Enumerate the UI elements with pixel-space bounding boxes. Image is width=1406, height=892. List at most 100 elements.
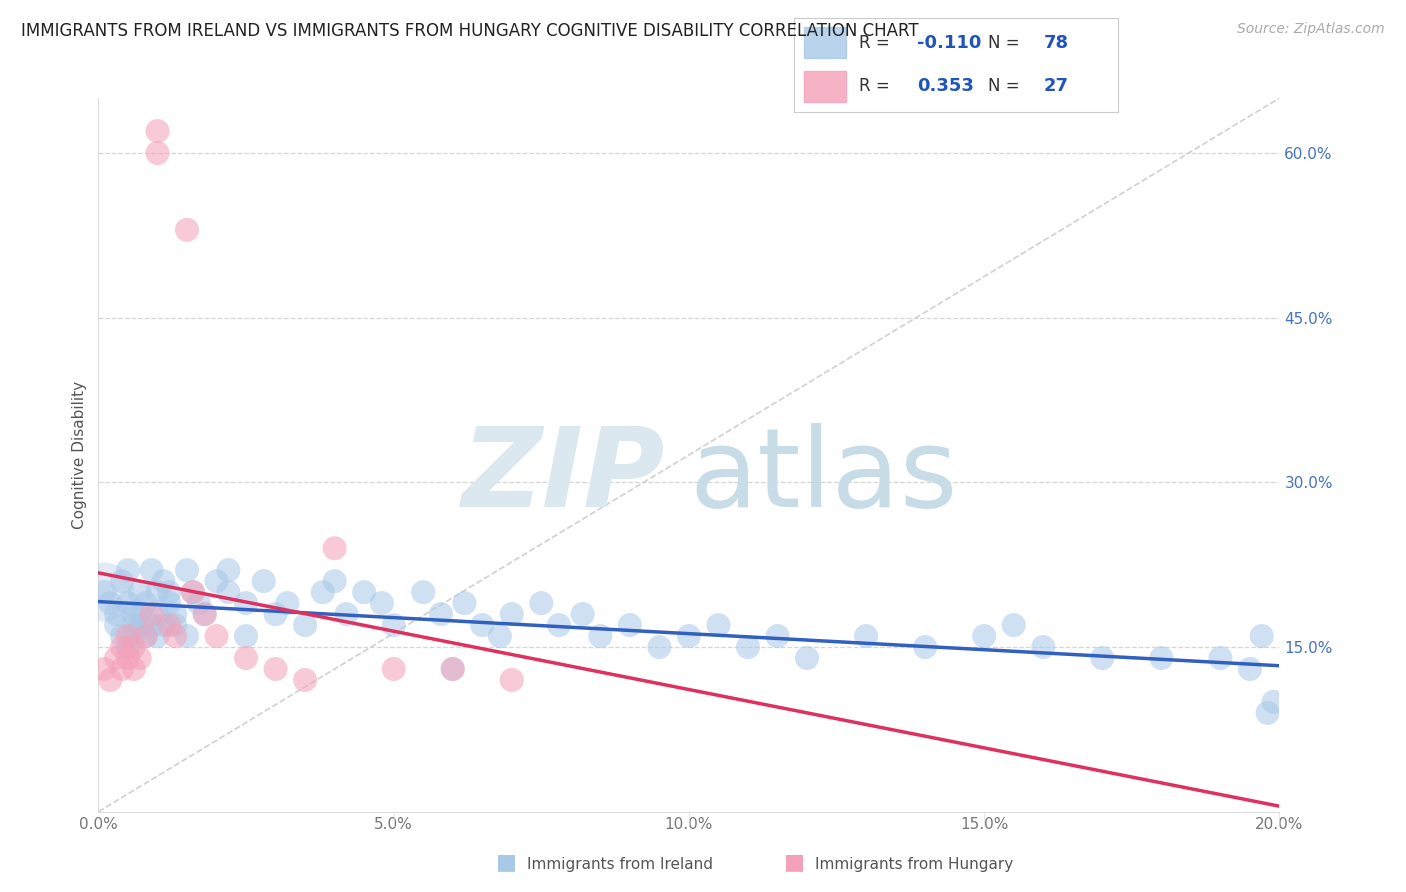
Point [111,662,134,676]
Point [312,585,335,599]
Point [93,585,115,599]
Bar [804,28,846,58]
Point [382,662,405,676]
Point [117,563,139,577]
Point [737,640,759,654]
Text: IMMIGRANTS FROM IRELAND VS IMMIGRANTS FROM HUNGARY COGNITIVE DISABILITY CORRELAT: IMMIGRANTS FROM IRELAND VS IMMIGRANTS FR… [21,22,918,40]
Point [146,629,169,643]
Bar [804,71,846,103]
Point [678,629,700,643]
Point [152,618,174,632]
Point [93,585,115,599]
Point [122,662,145,676]
Point [105,618,128,632]
Point [323,574,346,589]
Point [335,607,357,621]
Point [176,629,198,643]
Point [117,629,139,643]
Point [796,651,818,665]
Point [146,607,169,621]
Text: 78: 78 [1043,34,1069,52]
Point [122,629,145,643]
Point [205,629,228,643]
Point [176,223,198,237]
Text: Immigrants from Hungary: Immigrants from Hungary [815,857,1014,872]
Point [111,640,134,654]
Point [855,629,877,643]
Point [181,585,204,599]
Point [1257,706,1279,720]
Point [146,124,169,138]
Point [371,596,394,610]
Point [253,574,276,589]
Point [141,618,163,632]
Text: N =: N = [988,78,1025,95]
Point [111,574,134,589]
Point [530,596,553,610]
Point [294,618,316,632]
Point [1263,695,1285,709]
Point [441,662,464,676]
Point [135,629,157,643]
Point [648,640,671,654]
Point [205,574,228,589]
Point [453,596,475,610]
Point [973,629,995,643]
Point [117,596,139,610]
Point [914,640,936,654]
Point [1250,629,1272,643]
Point [1239,662,1261,676]
Point [128,651,150,665]
Point [128,607,150,621]
Point [98,673,121,687]
Point [235,629,257,643]
Point [294,673,316,687]
Point [501,673,523,687]
Point [152,574,174,589]
Point [122,640,145,654]
Point [276,596,298,610]
Point [187,596,209,610]
Point [430,607,453,621]
Text: Immigrants from Ireland: Immigrants from Ireland [527,857,713,872]
Point [194,607,217,621]
Point [1150,651,1173,665]
Point [141,607,163,621]
Point [264,607,287,621]
Point [165,618,187,632]
Text: R =: R = [859,34,896,52]
Point [471,618,494,632]
Point [165,607,187,621]
Point [141,563,163,577]
Text: ZIP: ZIP [461,423,665,530]
Text: Source: ZipAtlas.com: Source: ZipAtlas.com [1237,22,1385,37]
Point [98,596,121,610]
Point [589,629,612,643]
Point [111,629,134,643]
Point [441,662,464,676]
Text: N =: N = [988,34,1025,52]
Point [157,596,180,610]
Point [117,651,139,665]
Text: atlas: atlas [689,423,957,530]
Point [157,585,180,599]
Point [707,618,730,632]
Point [1002,618,1025,632]
Point [135,596,157,610]
Point [128,585,150,599]
Point [165,629,187,643]
Point [235,596,257,610]
Text: -0.110: -0.110 [917,34,981,52]
Point [128,618,150,632]
Point [146,585,169,599]
Point [217,563,239,577]
Point [105,607,128,621]
Point [235,651,257,665]
Point [122,618,145,632]
Text: R =: R = [859,78,896,95]
Point [194,607,217,621]
Point [489,629,512,643]
Point [619,618,641,632]
Point [382,618,405,632]
Point [135,629,157,643]
